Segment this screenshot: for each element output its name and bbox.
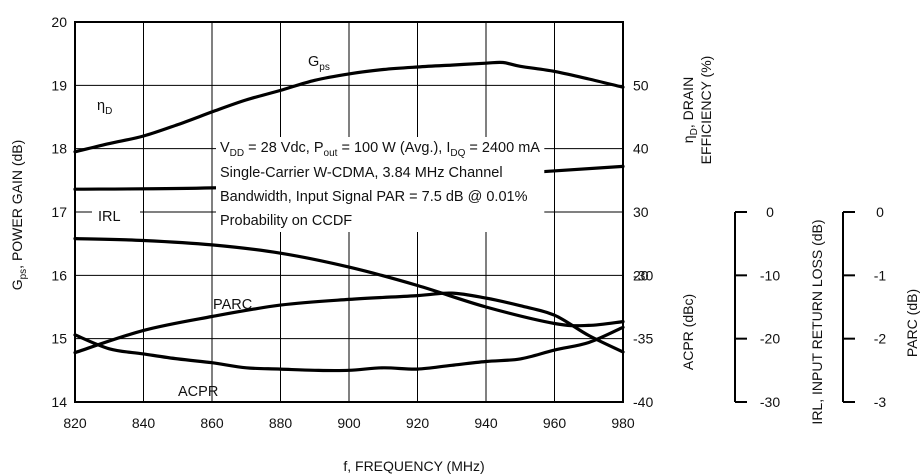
series-label-eta-d: ηD: [97, 98, 112, 117]
left-tick-label: 19: [51, 77, 67, 93]
parc-tick-label: 0: [876, 204, 884, 220]
parc-axis-title: PARC (dB): [904, 289, 920, 357]
right-axis-title-eta-line-2: EFFICIENCY (%): [698, 56, 714, 165]
left-tick-label: 14: [51, 394, 67, 410]
left-axis-tick-labels: 14 15 16 17 18 19 20: [51, 14, 67, 410]
x-axis-tick-labels: 820 840 860 880 900 920 940 960 980: [63, 415, 635, 431]
x-axis-title: f, FREQUENCY (MHz): [343, 458, 484, 474]
right-tick-label-acpr: -40: [633, 394, 653, 410]
left-tick-label: 16: [51, 267, 67, 283]
right-axis-title-acpr: ACPR (dBc): [680, 294, 696, 370]
parc-tick-label: -1: [874, 267, 887, 283]
left-tick-label: 20: [51, 14, 67, 30]
left-axis-title: Gps, POWER GAIN (dB): [9, 140, 29, 291]
irl-tick-label: -30: [760, 394, 780, 410]
parc-tick-label: -3: [874, 394, 887, 410]
series-label-acpr: ACPR: [178, 384, 218, 400]
left-tick-label: 17: [51, 204, 67, 220]
x-tick-label: 920: [406, 415, 430, 431]
right-tick-label-acpr: -30: [633, 267, 653, 283]
x-tick-label: 860: [200, 415, 224, 431]
x-tick-label: 960: [543, 415, 567, 431]
irl-tick-label: -20: [760, 331, 780, 347]
x-tick-label: 820: [63, 415, 87, 431]
irl-tick-label: -10: [760, 267, 780, 283]
right-axis-title-eta-line-1: ηD, DRAIN: [680, 77, 700, 143]
annotation-line-4: Probability on CCDF: [220, 213, 352, 229]
x-tick-label: 980: [611, 415, 635, 431]
series-label-gps: Gps: [308, 54, 330, 73]
series-label-parc: PARC: [213, 297, 252, 313]
x-tick-label: 840: [132, 415, 156, 431]
left-tick-label: 15: [51, 331, 67, 347]
series-label-irl: IRL: [98, 209, 121, 225]
irl-axis-title: IRL, INPUT RETURN LOSS (dB): [809, 219, 825, 424]
left-tick-label: 18: [51, 141, 67, 157]
x-tick-label: 880: [269, 415, 293, 431]
annotation-line-3: Bandwidth, Input Signal PAR = 7.5 dB @ 0…: [220, 189, 528, 205]
right-tick-label-efficiency: 50: [633, 77, 649, 93]
irl-tick-label: 0: [766, 204, 774, 220]
right-tick-label-acpr: -35: [633, 331, 653, 347]
right-tick-label-efficiency: 30: [633, 204, 649, 220]
right-tick-label-efficiency: 40: [633, 141, 649, 157]
annotation-line-2: Single-Carrier W-CDMA, 3.84 MHz Channel: [220, 165, 503, 181]
x-tick-label: 940: [474, 415, 498, 431]
x-tick-label: 900: [337, 415, 361, 431]
parc-tick-label: -2: [874, 331, 887, 347]
